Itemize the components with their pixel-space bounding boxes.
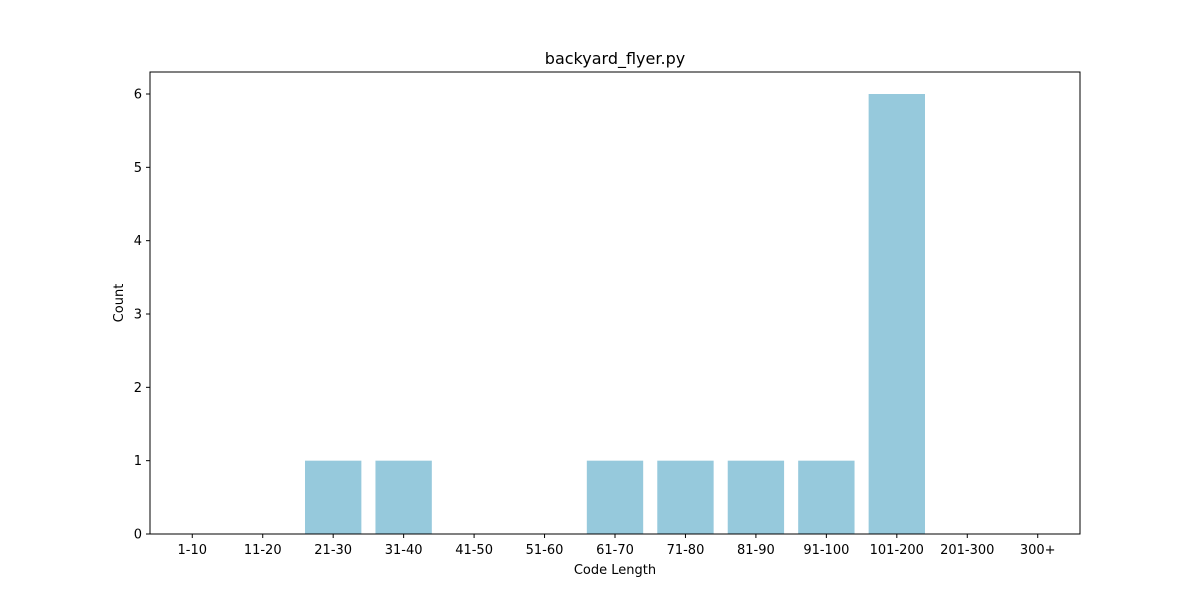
bar-71-80 (657, 460, 714, 534)
x-tick-label: 201-300 (940, 543, 994, 558)
y-tick-label: 6 (134, 88, 142, 103)
bar-91-100 (798, 460, 855, 534)
bars-layer (305, 94, 925, 534)
bar-101-200 (868, 94, 925, 534)
x-axis: 1-10 11-20 21-30 31-40 41-50 51-60 61-70 71-80 8… (178, 534, 1056, 558)
x-tick-label: 11-20 (244, 543, 282, 558)
x-tick-label: 41-50 (455, 543, 493, 558)
y-tick-label: 1 (134, 454, 142, 469)
x-tick-label: 1-10 (178, 543, 208, 558)
y-tick-label: 2 (134, 381, 142, 396)
x-axis-label: Code Length (574, 563, 656, 578)
bar-81-90 (727, 460, 785, 534)
bar-61-70 (586, 460, 644, 534)
x-tick-label: 300+ (1020, 543, 1056, 558)
bar-21-30 (305, 460, 362, 534)
x-tick-label: 71-80 (667, 543, 705, 558)
x-tick-label: 31-40 (385, 543, 423, 558)
x-tick-label: 101-200 (870, 543, 924, 558)
y-tick-label: 5 (134, 161, 142, 176)
y-tick-label: 0 (134, 528, 142, 543)
x-tick-label: 81-90 (737, 543, 775, 558)
y-tick-label: 3 (134, 308, 142, 323)
chart-title: backyard_flyer.py (545, 49, 685, 69)
x-tick-label: 91-100 (803, 543, 849, 558)
x-tick-label: 61-70 (596, 543, 634, 558)
bar-31-40 (375, 460, 432, 534)
y-tick-label: 4 (134, 234, 142, 249)
y-axis: 0 1 2 3 4 5 6 (134, 88, 150, 543)
y-axis-label: Count (112, 284, 127, 323)
x-tick-label: 21-30 (314, 543, 352, 558)
x-tick-label: 51-60 (526, 543, 564, 558)
